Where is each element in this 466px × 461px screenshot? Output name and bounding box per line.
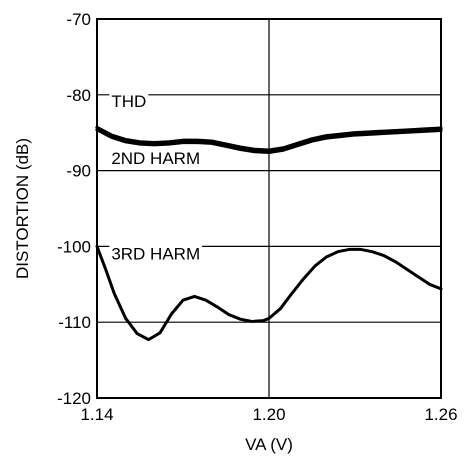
series-label: 3RD HARM	[111, 244, 200, 263]
series-line-1	[95, 128, 443, 155]
y-tick-label: -100	[57, 237, 91, 256]
y-tick-label: -70	[66, 10, 91, 29]
series-label-background	[109, 244, 203, 264]
plot-frame	[96, 18, 442, 399]
series-label: 2ND HARM	[111, 149, 200, 168]
x-tick-label: 1.20	[252, 405, 285, 424]
tick-labels: -120 -110 -100 -90 -80 -70 1.14 1.20 1.26	[57, 10, 458, 424]
grid	[97, 19, 441, 398]
series-label-background	[109, 91, 149, 111]
series-line-2	[95, 244, 443, 342]
y-tick-label: -90	[66, 162, 91, 181]
series-labels: THD 2ND HARM 3RD HARM	[109, 91, 203, 264]
series-label: THD	[111, 92, 146, 111]
y-tick-label: -120	[57, 389, 91, 408]
y-axis-title: DISTORTION (dB)	[13, 138, 32, 279]
series-line-0	[95, 125, 443, 152]
x-axis-title: VA (V)	[245, 435, 293, 454]
series-group	[95, 125, 443, 342]
x-tick-label: 1.26	[424, 405, 457, 424]
y-tick-label: -80	[66, 86, 91, 105]
x-tick-label: 1.14	[80, 405, 113, 424]
y-tick-label: -110	[58, 313, 91, 332]
series-label-background	[109, 148, 203, 168]
